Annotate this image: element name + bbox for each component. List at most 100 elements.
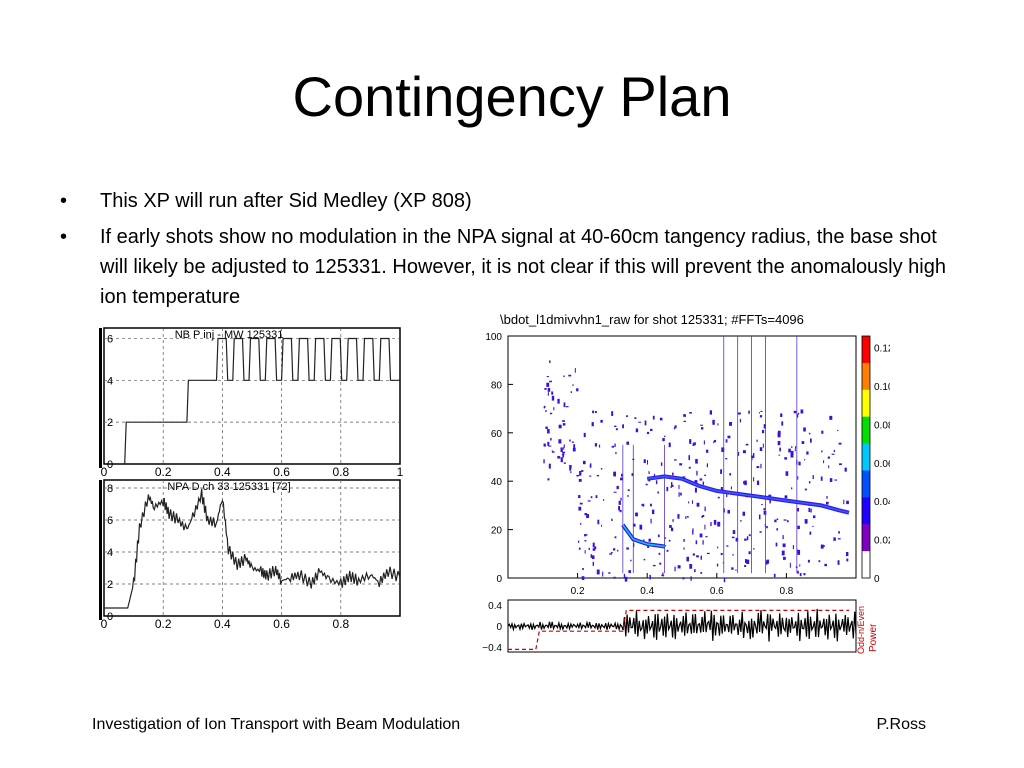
- spectrogram-speck: [806, 451, 809, 455]
- spectrogram-speck: [763, 510, 767, 515]
- spectrogram-speck: [720, 487, 723, 492]
- spectrogram-speck: [720, 469, 723, 474]
- spectrogram-speck: [563, 402, 566, 408]
- spectrogram-speck: [597, 519, 600, 525]
- spectrogram-speck: [837, 538, 841, 540]
- spectrogram-speck: [823, 545, 825, 547]
- spectrogram-speck: [626, 547, 629, 550]
- spectrogram-speck: [578, 506, 582, 511]
- spectrogram-speck: [668, 539, 671, 542]
- spectrogram-speck: [688, 466, 691, 469]
- spectrogram-speck: [703, 440, 705, 445]
- spectrogram-speck: [683, 547, 685, 550]
- spectrogram-speck: [582, 460, 586, 465]
- spectrogram-speck: [670, 486, 672, 488]
- spectrogram-speck: [659, 417, 663, 421]
- x-tick-label: 0.6: [710, 586, 724, 597]
- spectrogram-speck: [600, 468, 603, 470]
- spectrogram-speck: [591, 422, 594, 427]
- spectrogram-speck: [739, 418, 742, 423]
- spectrogram-speck: [603, 499, 605, 501]
- spectrogram-speck: [551, 395, 555, 401]
- spectrogram-speck: [548, 445, 552, 447]
- secondary-axis-label: Odd-n/Even: [856, 606, 866, 654]
- spectrogram-speck: [563, 446, 565, 450]
- spectrogram-speck: [808, 507, 811, 513]
- spectrogram-speck: [664, 537, 667, 539]
- spectrogram-speck: [572, 447, 576, 452]
- colorbar-tick-label: 0: [874, 574, 880, 585]
- spectrogram-speck: [645, 483, 648, 486]
- spectrogram-speck: [609, 553, 613, 555]
- spectrogram-speck: [678, 492, 680, 497]
- spectrogram-speck: [740, 520, 742, 522]
- y-tick-label: 0: [496, 574, 502, 585]
- spectrogram-speck: [834, 479, 838, 481]
- spectrogram-speck: [579, 502, 583, 505]
- spectrogram-speck: [623, 573, 626, 578]
- spectrogram-speck: [590, 496, 593, 499]
- mode-band-core: [622, 524, 665, 548]
- spectrogram-speck: [808, 432, 811, 435]
- chart-title: NPA D ch 33 125331 [72]: [167, 481, 290, 493]
- x-tick-label: 0.2: [155, 465, 172, 479]
- plot-frame: [103, 479, 401, 617]
- spectrogram-speck: [797, 525, 800, 530]
- spectrogram-speck: [543, 459, 545, 464]
- y-tick-label: 4: [107, 547, 113, 559]
- spectrogram-speck: [613, 576, 616, 579]
- spectrogram-speck: [578, 478, 582, 482]
- spectrogram-speck: [763, 424, 766, 429]
- spectrogram-speck: [584, 534, 587, 537]
- spectrogram-speck: [804, 519, 808, 524]
- spectrogram-speck: [759, 447, 763, 451]
- bullet-glyph: •: [60, 226, 68, 248]
- spectrogram-speck: [657, 491, 659, 494]
- spectrogram-speck: [683, 414, 686, 417]
- spectrogram-speck: [549, 360, 551, 364]
- spectrogram-speck: [745, 443, 749, 446]
- spectrogram-speck: [589, 475, 592, 477]
- spectrogram-speck: [547, 392, 549, 396]
- spectrogram-speck: [773, 573, 776, 578]
- spectrogram-speck: [562, 453, 565, 458]
- colorbar-tick-label: 0.10: [874, 382, 890, 393]
- spectrogram-speck: [713, 441, 715, 444]
- spectrogram-speck: [710, 522, 712, 527]
- spectrogram-speck: [672, 472, 674, 476]
- colorbar-segment: [862, 524, 870, 552]
- spectrogram-speck: [761, 504, 763, 506]
- spectrogram-speck: [756, 466, 760, 469]
- spectrogram-speck: [700, 555, 702, 560]
- spectrogram-speck: [792, 545, 794, 550]
- spectrogram-speck: [655, 480, 658, 485]
- spectrogram-speck: [702, 540, 704, 545]
- spectrogram-speck: [737, 451, 740, 456]
- spectrogram-speck: [786, 520, 789, 523]
- spectrogram-speck: [635, 428, 639, 433]
- spectrogram-speck: [666, 549, 669, 552]
- spectrogram-speck: [782, 535, 784, 540]
- spectrogram-speck: [600, 419, 603, 423]
- spectrogram-speck: [631, 473, 634, 477]
- spectrogram-speck: [592, 548, 596, 551]
- spectrogram-speck: [804, 488, 807, 491]
- spectrogram-speck: [662, 438, 665, 442]
- spectrogram-speck: [652, 564, 656, 567]
- y-tick-label: 4: [107, 375, 113, 387]
- spectrogram-speck: [577, 540, 580, 543]
- spectrogram-speck: [612, 548, 616, 551]
- spectrogram-speck: [565, 406, 569, 408]
- spectrogram-speck: [683, 420, 686, 423]
- spectrogram-speck: [682, 476, 686, 478]
- spectrogram-speck: [613, 471, 616, 477]
- spectrogram-speck: [829, 478, 833, 482]
- spectrogram-speck: [758, 514, 761, 520]
- spectrogram-speck: [753, 477, 755, 482]
- spectrogram-speck: [801, 441, 805, 444]
- spectrogram-speck: [626, 441, 630, 445]
- spectrogram-speck: [589, 464, 592, 468]
- spectrogram-speck: [803, 427, 806, 432]
- spectrogram-speck: [657, 534, 660, 538]
- spectrogram-speck: [670, 527, 674, 532]
